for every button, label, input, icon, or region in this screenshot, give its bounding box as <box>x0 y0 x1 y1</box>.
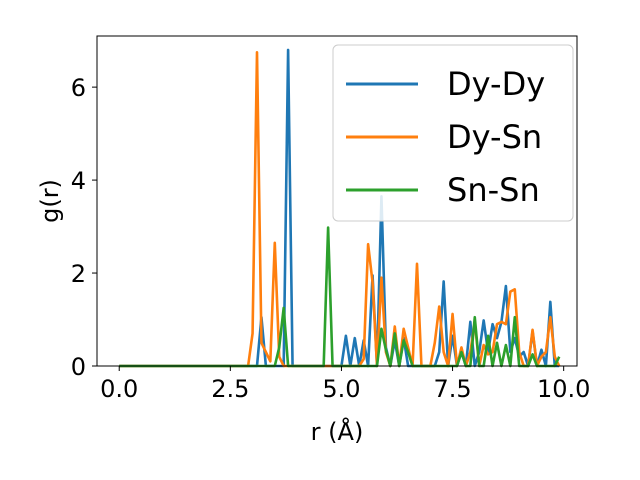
legend-box <box>332 44 574 222</box>
y-tick-label: 4 <box>71 167 86 195</box>
x-tick-label: 5.0 <box>322 375 360 403</box>
y-tick-label: 2 <box>71 260 86 288</box>
y-tick-label: 0 <box>71 353 86 381</box>
x-tick-label: 10.0 <box>537 375 590 403</box>
x-tick-label: 2.5 <box>211 375 249 403</box>
legend: Dy-Dy Dy-Sn Sn-Sn <box>332 44 574 222</box>
y-axis-ticks: 0 2 4 6 <box>71 74 97 381</box>
legend-label-dy-dy: Dy-Dy <box>447 65 545 103</box>
legend-label-dy-sn: Dy-Sn <box>447 118 542 156</box>
legend-entries: Dy-Dy Dy-Sn Sn-Sn <box>346 65 545 209</box>
x-axis-ticks: 0.0 2.5 5.0 7.5 10.0 <box>100 366 590 403</box>
x-axis-label: r (Å) <box>311 417 364 446</box>
series-line-dy-dy <box>119 48 560 368</box>
legend-label-sn-sn: Sn-Sn <box>447 171 540 209</box>
x-tick-label: 0.0 <box>100 375 138 403</box>
axes-frame <box>96 35 578 367</box>
y-tick-label: 6 <box>71 74 86 102</box>
y-axis-label: g(r) <box>36 179 64 223</box>
x-tick-label: 7.5 <box>433 375 471 403</box>
